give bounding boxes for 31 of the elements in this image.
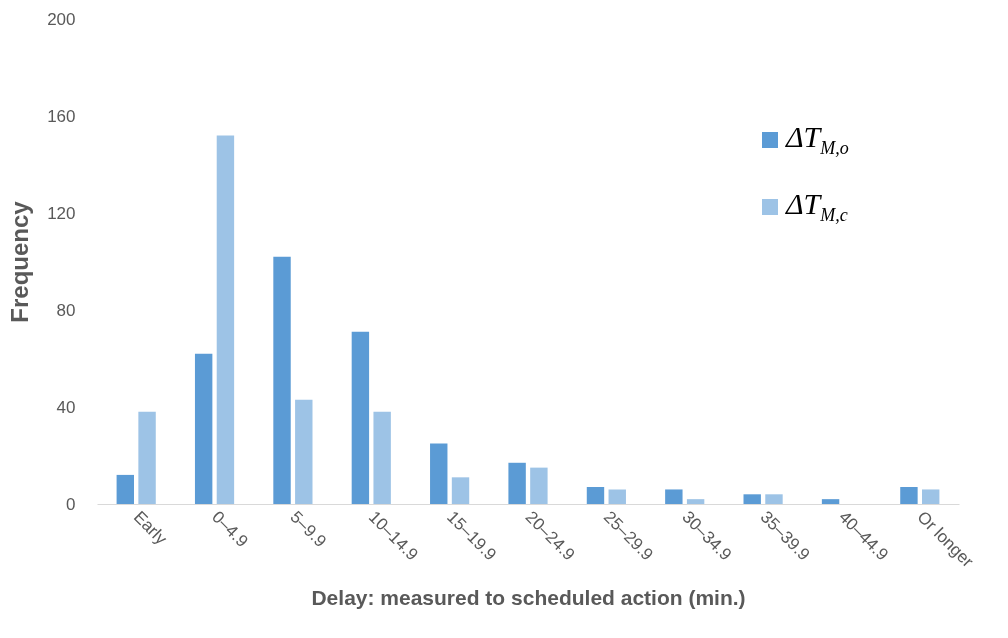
y-tick-label: 160 bbox=[47, 106, 76, 126]
bar bbox=[116, 474, 135, 504]
bar bbox=[295, 399, 313, 504]
bar bbox=[921, 489, 940, 504]
y-tick-label: 120 bbox=[47, 203, 76, 223]
bar bbox=[665, 489, 683, 504]
bar bbox=[508, 462, 526, 504]
bar bbox=[194, 353, 213, 504]
y-tick-label: 0 bbox=[66, 494, 76, 514]
y-tick-label: 80 bbox=[56, 300, 76, 320]
bar bbox=[821, 499, 840, 504]
bar bbox=[686, 499, 705, 504]
bar bbox=[586, 487, 605, 504]
bar bbox=[373, 411, 391, 504]
bar bbox=[900, 487, 918, 504]
y-axis-title: Frequency bbox=[6, 200, 34, 323]
legend-label: ΔT$_{M,o}$ bbox=[786, 120, 849, 159]
bar bbox=[351, 331, 370, 504]
bar bbox=[216, 135, 235, 504]
bar bbox=[530, 467, 548, 504]
y-tick-label: 40 bbox=[56, 397, 76, 417]
bar bbox=[451, 477, 470, 504]
legend-label: ΔT$_{M,c}$ bbox=[786, 187, 848, 226]
y-tick-label: 200 bbox=[47, 9, 76, 29]
bar bbox=[273, 256, 291, 504]
bar bbox=[138, 411, 156, 504]
bar bbox=[765, 494, 783, 504]
bar bbox=[430, 443, 448, 504]
x-axis-title: Delay: measured to scheduled action (min.) bbox=[311, 586, 746, 610]
bar bbox=[608, 489, 626, 504]
bar bbox=[743, 494, 761, 504]
